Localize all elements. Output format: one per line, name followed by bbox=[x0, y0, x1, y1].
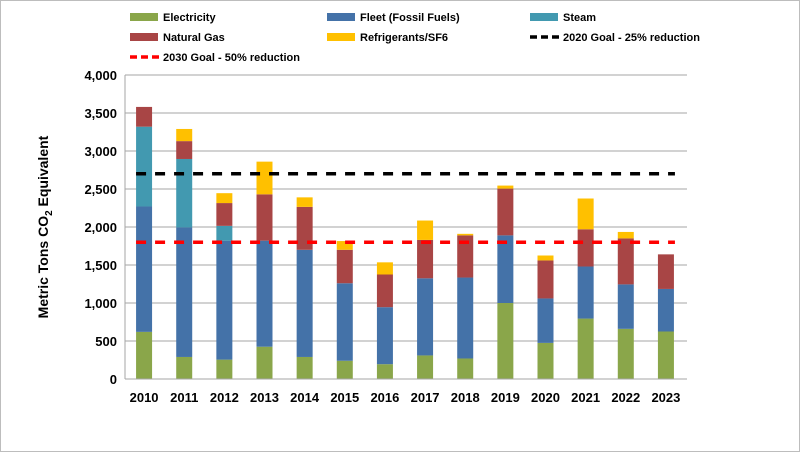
x-tick-label: 2023 bbox=[651, 390, 680, 405]
axes: 0 500 1,000 1,500 2,000 2,500 3,000 3,500 4,000 2… bbox=[84, 68, 687, 405]
bar-segment-natural-gas bbox=[336, 249, 353, 284]
x-tick-label: 2021 bbox=[571, 390, 600, 405]
gridlines bbox=[125, 74, 687, 342]
x-tick-label: 2020 bbox=[531, 390, 560, 405]
legend-swatch bbox=[327, 13, 355, 21]
x-tick-label: 2011 bbox=[170, 390, 198, 405]
bar-segment-fleet-fossil-fuels- bbox=[577, 266, 594, 319]
bar-segment-electricity bbox=[617, 328, 634, 379]
x-tick-label: 2014 bbox=[290, 390, 320, 405]
bar-segment-fleet-fossil-fuels- bbox=[136, 206, 153, 332]
bar-segment-electricity bbox=[497, 303, 514, 379]
bar-segment-fleet-fossil-fuels- bbox=[296, 249, 313, 357]
bar-segment-electricity bbox=[537, 342, 554, 379]
bar-segment-fleet-fossil-fuels- bbox=[537, 298, 554, 343]
y-tick-label: 2,500 bbox=[84, 182, 117, 197]
bar-segment-electricity bbox=[136, 331, 153, 379]
bar-segment-refrigerants-sf6 bbox=[417, 220, 434, 240]
bar-segment-electricity bbox=[296, 356, 313, 379]
bar-segment-refrigerants-sf6 bbox=[216, 193, 233, 204]
bar-segment-refrigerants-sf6 bbox=[176, 128, 193, 142]
x-tick-label: 2012 bbox=[210, 390, 239, 405]
bar-segment-refrigerants-sf6 bbox=[457, 233, 474, 236]
bar-segment-electricity bbox=[256, 346, 273, 379]
bar-segment-natural-gas bbox=[136, 106, 153, 127]
bar-segment-electricity bbox=[376, 364, 393, 379]
y-tick-label: 500 bbox=[95, 334, 117, 349]
bar-segment-fleet-fossil-fuels- bbox=[376, 307, 393, 365]
bar-segment-electricity bbox=[176, 356, 193, 379]
bar-segment-natural-gas bbox=[457, 235, 474, 278]
bar-segment-refrigerants-sf6 bbox=[617, 231, 634, 239]
bar-segment-refrigerants-sf6 bbox=[497, 185, 514, 189]
bar-segment-fleet-fossil-fuels- bbox=[176, 227, 193, 357]
y-tick-label: 1,000 bbox=[84, 296, 117, 311]
bar-segment-natural-gas bbox=[216, 203, 233, 226]
legend-swatch bbox=[530, 13, 558, 21]
y-tick-label: 2,000 bbox=[84, 220, 117, 235]
legend-label: Electricity bbox=[163, 12, 216, 24]
legend-swatch bbox=[130, 13, 158, 21]
bar-segment-natural-gas bbox=[537, 260, 554, 299]
y-tick-label: 1,500 bbox=[84, 258, 117, 273]
x-tick-label: 2019 bbox=[491, 390, 520, 405]
bar-segment-natural-gas bbox=[657, 254, 674, 289]
bar-segment-fleet-fossil-fuels- bbox=[617, 284, 634, 329]
bar-segment-fleet-fossil-fuels- bbox=[657, 288, 674, 332]
x-tick-label: 2016 bbox=[370, 390, 399, 405]
bar-segment-electricity bbox=[657, 331, 674, 379]
bar-segment-refrigerants-sf6 bbox=[296, 197, 313, 207]
bar-segment-refrigerants-sf6 bbox=[577, 198, 594, 230]
bar-segment-refrigerants-sf6 bbox=[336, 241, 353, 250]
bar-segment-steam bbox=[136, 126, 153, 207]
bar-segment-fleet-fossil-fuels- bbox=[497, 235, 514, 303]
x-tick-label: 2018 bbox=[451, 390, 480, 405]
x-tick-label: 2017 bbox=[411, 390, 440, 405]
bar-segment-natural-gas bbox=[256, 194, 273, 241]
bar-segment-fleet-fossil-fuels- bbox=[216, 240, 233, 360]
bar-segment-natural-gas bbox=[417, 239, 434, 279]
bar-segment-natural-gas bbox=[577, 229, 594, 267]
bar-segment-steam bbox=[176, 158, 193, 228]
bar-segment-electricity bbox=[216, 359, 233, 379]
legend-swatch bbox=[130, 33, 158, 41]
bar-segment-natural-gas bbox=[617, 238, 634, 285]
x-tick-label: 2013 bbox=[250, 390, 279, 405]
legend-label: Steam bbox=[563, 12, 596, 24]
bar-segment-electricity bbox=[457, 358, 474, 379]
bar-segment-electricity bbox=[336, 360, 353, 379]
bar-segment-natural-gas bbox=[296, 206, 313, 250]
bar-segment-fleet-fossil-fuels- bbox=[336, 283, 353, 361]
bars bbox=[136, 106, 674, 379]
y-tick-label: 0 bbox=[110, 372, 117, 387]
legend-label: 2020 Goal - 25% reduction bbox=[563, 32, 700, 44]
y-axis-label: Metric Tons CO2 Equivalent bbox=[35, 135, 55, 318]
x-tick-label: 2010 bbox=[130, 390, 159, 405]
x-tick-label: 2022 bbox=[611, 390, 640, 405]
y-tick-label: 4,000 bbox=[84, 68, 117, 83]
bar-segment-fleet-fossil-fuels- bbox=[457, 277, 474, 359]
bar-segment-refrigerants-sf6 bbox=[537, 255, 554, 261]
bar-segment-natural-gas bbox=[497, 188, 514, 236]
bar-segment-electricity bbox=[577, 318, 594, 379]
bar-segment-electricity bbox=[417, 355, 434, 379]
y-tick-label: 3,500 bbox=[84, 106, 117, 121]
bar-segment-natural-gas bbox=[376, 274, 393, 308]
bar-segment-natural-gas bbox=[176, 141, 193, 159]
reference-lines bbox=[136, 172, 675, 244]
legend: Electricity Fleet (Fossil Fuels) Steam Natu… bbox=[130, 12, 700, 64]
y-tick-label: 3,000 bbox=[84, 144, 117, 159]
bar-segment-steam bbox=[216, 225, 233, 241]
bar-segment-refrigerants-sf6 bbox=[376, 262, 393, 275]
bar-segment-fleet-fossil-fuels- bbox=[256, 240, 273, 347]
bar-segment-refrigerants-sf6 bbox=[256, 161, 273, 195]
legend-label: Natural Gas bbox=[163, 32, 225, 44]
legend-label: Refrigerants/SF6 bbox=[360, 32, 448, 44]
bar-segment-fleet-fossil-fuels- bbox=[417, 278, 434, 356]
legend-label: Fleet (Fossil Fuels) bbox=[360, 12, 460, 24]
x-tick-label: 2015 bbox=[330, 390, 359, 405]
legend-swatch bbox=[327, 33, 355, 41]
legend-label: 2030 Goal - 50% reduction bbox=[163, 52, 300, 64]
